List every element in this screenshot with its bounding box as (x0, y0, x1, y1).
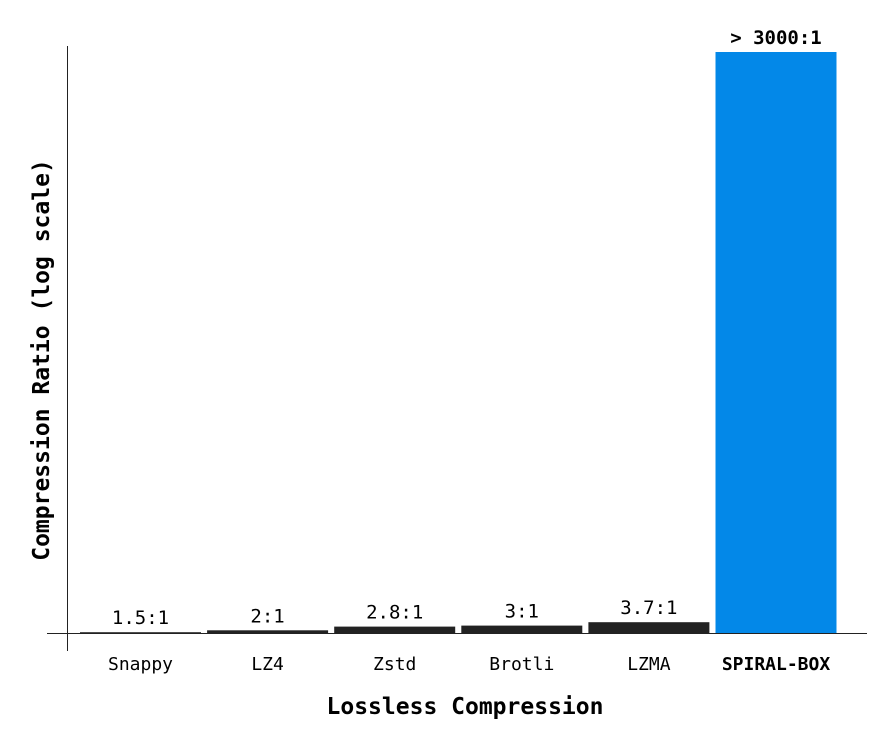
bar-group (80, 52, 837, 633)
category-label-lz4: LZ4 (251, 654, 284, 675)
x-axis-title: Lossless Compression (327, 694, 604, 720)
value-label-group: 1.5:1 2:1 2.8:1 3:1 3.7:1 > 3000:1 (112, 27, 822, 629)
category-label-snappy: Snappy (108, 654, 173, 675)
value-label-lzma: 3.7:1 (620, 597, 677, 619)
chart-axes (47, 46, 867, 651)
bar-lzma (588, 622, 710, 633)
bar-lz4 (207, 630, 329, 633)
category-label-spiral-box: SPIRAL-BOX (722, 654, 831, 675)
bar-zstd (334, 626, 456, 633)
value-label-brotli: 3:1 (505, 601, 539, 623)
value-label-lz4: 2:1 (250, 605, 284, 627)
y-axis-title: Compression Ratio (log scale) (29, 159, 55, 561)
value-label-spiral-box: > 3000:1 (730, 27, 822, 49)
category-label-lzma: LZMA (627, 654, 671, 675)
value-label-snappy: 1.5:1 (112, 607, 169, 629)
bar-spiral-box (715, 52, 837, 633)
category-label-brotli: Brotli (489, 654, 554, 675)
category-label-zstd: Zstd (373, 654, 416, 675)
category-label-group: Snappy LZ4 Zstd Brotli LZMA SPIRAL-BOX (108, 654, 830, 675)
value-label-zstd: 2.8:1 (366, 602, 423, 624)
bar-brotli (461, 625, 583, 633)
bar-snappy (80, 632, 201, 633)
